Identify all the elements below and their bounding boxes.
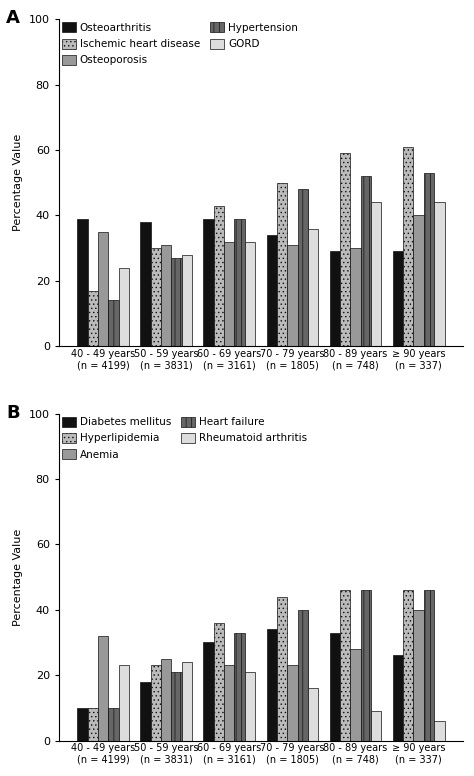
Bar	[224, 665, 235, 740]
Bar	[182, 255, 192, 346]
Bar	[203, 219, 214, 346]
Text: B: B	[6, 404, 20, 421]
Bar	[329, 632, 340, 740]
Bar	[140, 222, 151, 346]
Bar	[434, 203, 445, 346]
Bar	[350, 649, 361, 740]
Bar	[361, 590, 371, 740]
Bar	[108, 708, 118, 740]
Bar	[266, 629, 277, 740]
Bar	[77, 219, 88, 346]
Bar	[172, 258, 182, 346]
Legend: Diabetes mellitus, Hyperlipidemia, Anemia, Heart failure, Rheumatoid arthritis: Diabetes mellitus, Hyperlipidemia, Anemi…	[60, 414, 310, 462]
Bar	[77, 708, 88, 740]
Bar	[350, 248, 361, 346]
Bar	[151, 665, 161, 740]
Bar	[403, 590, 413, 740]
Bar	[161, 245, 172, 346]
Bar	[340, 154, 350, 346]
Bar	[287, 665, 298, 740]
Bar	[434, 721, 445, 740]
Bar	[413, 610, 424, 740]
Bar	[98, 232, 108, 346]
Bar	[172, 672, 182, 740]
Bar	[214, 206, 224, 346]
Bar	[403, 147, 413, 346]
Bar	[424, 173, 434, 346]
Bar	[214, 623, 224, 740]
Bar	[277, 597, 287, 740]
Bar	[118, 268, 129, 346]
Bar	[371, 203, 382, 346]
Bar	[298, 610, 308, 740]
Bar	[393, 251, 403, 346]
Bar	[140, 681, 151, 740]
Bar	[182, 662, 192, 740]
Bar	[266, 235, 277, 346]
Bar	[308, 229, 319, 346]
Bar	[393, 656, 403, 740]
Y-axis label: Percentage Value: Percentage Value	[13, 134, 23, 231]
Bar	[329, 251, 340, 346]
Bar	[235, 632, 245, 740]
Bar	[151, 248, 161, 346]
Bar	[277, 183, 287, 346]
Bar	[245, 672, 255, 740]
Bar	[340, 590, 350, 740]
Bar	[308, 688, 319, 740]
Bar	[203, 643, 214, 740]
Bar	[235, 219, 245, 346]
Bar	[413, 216, 424, 346]
Bar	[361, 176, 371, 346]
Bar	[161, 659, 172, 740]
Bar	[88, 708, 98, 740]
Bar	[108, 300, 118, 346]
Bar	[298, 189, 308, 346]
Text: A: A	[6, 9, 20, 27]
Bar	[118, 665, 129, 740]
Bar	[287, 245, 298, 346]
Bar	[98, 636, 108, 740]
Bar	[245, 241, 255, 346]
Bar	[88, 291, 98, 346]
Bar	[424, 590, 434, 740]
Bar	[224, 241, 235, 346]
Y-axis label: Percentage Value: Percentage Value	[13, 528, 23, 625]
Bar	[371, 711, 382, 740]
Legend: Osteoarthritis, Ischemic heart disease, Osteoporosis, Hypertension, GORD: Osteoarthritis, Ischemic heart disease, …	[60, 20, 300, 68]
